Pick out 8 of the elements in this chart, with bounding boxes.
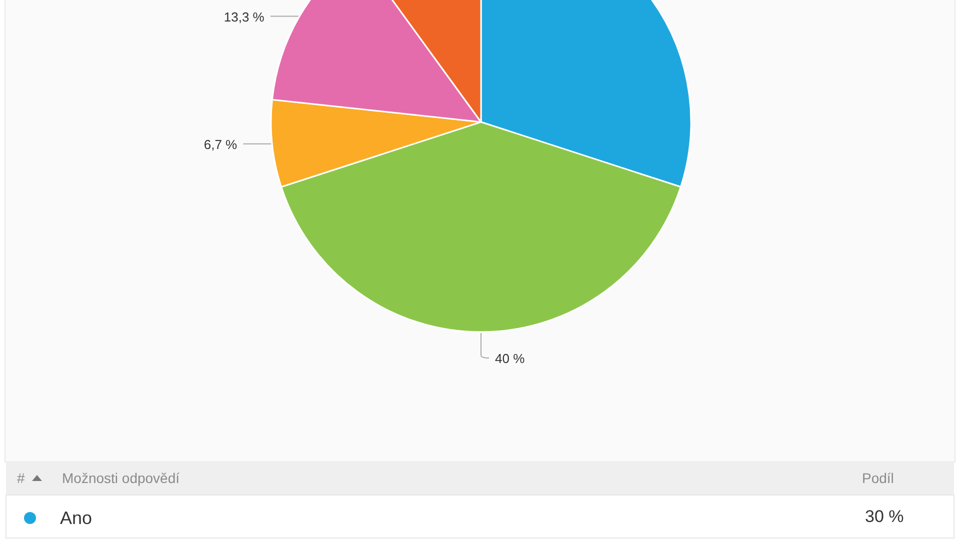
data-label: 40 % xyxy=(495,351,526,366)
data-label: 6,7 % xyxy=(204,136,238,152)
text: # xyxy=(17,470,25,486)
data-label: 13,3 % xyxy=(224,9,265,24)
legend-label: Ano xyxy=(60,508,92,528)
text: Podíl xyxy=(862,470,894,486)
text: Možnosti odpovědí xyxy=(62,470,180,486)
data-label: 30 % xyxy=(865,507,904,526)
